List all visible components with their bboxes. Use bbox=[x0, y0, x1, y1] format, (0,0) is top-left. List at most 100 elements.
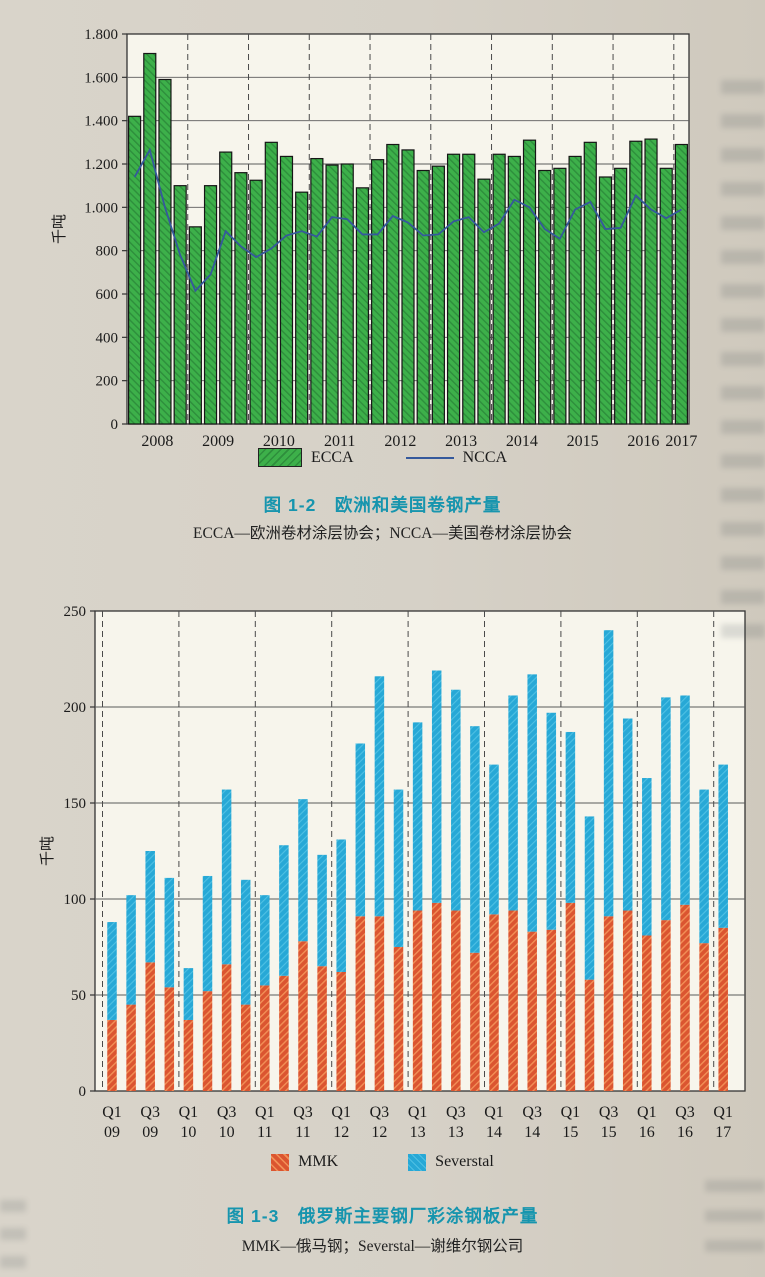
severstal-bar-segment bbox=[298, 799, 308, 942]
severstal-bar-segment bbox=[126, 895, 136, 1005]
ecca-bar bbox=[249, 179, 263, 425]
severstal-bar-segment bbox=[279, 845, 289, 976]
severstal-bar-segment bbox=[221, 789, 232, 965]
figure-1-3-caption: 图 1-3 俄罗斯主要钢厂彩涂钢板产量 bbox=[226, 1206, 539, 1226]
mmk-bar-segment bbox=[489, 914, 499, 1091]
ecca-bar bbox=[477, 178, 491, 425]
ecca-bar bbox=[127, 115, 142, 425]
x-tick-label: 2008 bbox=[141, 433, 173, 450]
y-tick-label: 1.400 bbox=[84, 114, 118, 130]
figure-1-3-chart: 0 50 100 150 200 250 千吨 Q1 09 Q3 09 Q1 10 Q3 10 Q1 11 Q3 1… bbox=[30, 596, 765, 1148]
ecca-bar bbox=[446, 153, 461, 425]
y-axis-title: 千吨 bbox=[39, 836, 56, 866]
mmk-bar-swatch bbox=[271, 1153, 290, 1171]
x-tick-label-quarter: Q3 bbox=[599, 1104, 619, 1121]
y-tick-label: 150 bbox=[64, 796, 87, 812]
ecca-bar bbox=[203, 185, 218, 425]
ecca-bar bbox=[234, 172, 248, 425]
ecca-bar bbox=[173, 185, 187, 425]
ncca-line-swatch bbox=[405, 456, 454, 459]
severstal-bar-segment bbox=[603, 630, 614, 917]
ecca-bar bbox=[431, 165, 445, 425]
x-tick-label-year: 09 bbox=[142, 1124, 158, 1141]
ecca-bar-swatch bbox=[257, 448, 302, 467]
legend-item-mmk: MMK bbox=[271, 1153, 338, 1171]
ecca-bar bbox=[614, 167, 628, 425]
mmk-bar-segment bbox=[527, 931, 537, 1091]
ecca-bar bbox=[325, 164, 339, 425]
legend-item-ecca: ECCA bbox=[257, 448, 354, 467]
mmk-bar-segment bbox=[451, 910, 461, 1091]
mmk-bar-segment bbox=[431, 902, 442, 1091]
mmk-bar-segment bbox=[622, 910, 633, 1091]
x-tick-label-quarter: Q1 bbox=[255, 1104, 275, 1121]
ecca-bar bbox=[568, 155, 582, 425]
severstal-bar-segment bbox=[393, 789, 404, 947]
severstal-bar-segment bbox=[699, 789, 709, 944]
ecca-bar bbox=[386, 143, 400, 425]
ecca-bar bbox=[371, 159, 385, 425]
mmk-bar-segment bbox=[183, 1019, 194, 1091]
ecca-bar bbox=[674, 143, 689, 425]
mmk-bar-segment bbox=[374, 916, 385, 1091]
x-tick-label-year: 13 bbox=[410, 1124, 426, 1141]
ecca-bar bbox=[553, 167, 567, 425]
severstal-bar-segment bbox=[260, 895, 270, 986]
mmk-severstal-chart-svg: 0 50 100 150 200 250 千吨 Q1 09 Q3 09 Q1 10 Q3 10 Q1 11 Q3 1… bbox=[39, 604, 746, 1141]
figure-1-3-subcaption: MMK—俄马钢；Severstal—谢维尔钢公司 bbox=[241, 1238, 524, 1255]
y-tick-label: 0 bbox=[79, 1084, 87, 1100]
ecca-bar bbox=[583, 141, 597, 425]
mmk-bar-segment bbox=[508, 910, 518, 1091]
severstal-bar-segment bbox=[107, 922, 117, 1020]
mmk-bar-segment bbox=[298, 941, 308, 1091]
severstal-bar-segment bbox=[489, 764, 499, 915]
y-tick-label: 250 bbox=[64, 604, 87, 620]
x-tick-label-quarter: Q3 bbox=[293, 1104, 313, 1121]
x-tick-label-quarter: Q1 bbox=[179, 1104, 199, 1121]
y-tick-label: 1.800 bbox=[84, 27, 118, 43]
x-tick-label: 2009 bbox=[202, 433, 234, 450]
ecca-bar bbox=[416, 169, 430, 425]
ecca-bar bbox=[340, 163, 354, 425]
ecca-bar bbox=[462, 153, 476, 425]
ecca-bar bbox=[264, 141, 278, 425]
y-tick-label: 1.200 bbox=[84, 157, 118, 173]
ecca-bar bbox=[219, 151, 233, 425]
figure-1-2-chart: 0 200 400 600 800 1.000 1.200 1.400 1.600 1.800 千吨… bbox=[42, 14, 742, 454]
ecca-bar bbox=[355, 187, 370, 425]
mmk-bar-segment bbox=[718, 927, 728, 1091]
x-tick-label-year: 11 bbox=[257, 1124, 272, 1141]
x-tick-label: 2016 bbox=[627, 433, 659, 450]
x-tick-label-year: 14 bbox=[524, 1124, 540, 1141]
severstal-bar-segment bbox=[642, 778, 652, 936]
x-tick-label-year: 13 bbox=[448, 1124, 464, 1141]
figure-1-2-subcaption: ECCA—欧洲卷材涂层协会；NCCA—美国卷材涂层协会 bbox=[193, 525, 572, 542]
x-tick-label-year: 14 bbox=[486, 1124, 502, 1141]
mmk-bar-segment bbox=[221, 964, 232, 1091]
x-tick-label: 2015 bbox=[567, 433, 599, 450]
x-tick-label-year: 15 bbox=[562, 1124, 578, 1141]
severstal-bar-segment bbox=[317, 854, 327, 967]
x-tick-label: 2010 bbox=[263, 433, 295, 450]
y-tick-label: 50 bbox=[71, 988, 86, 1004]
x-tick-label-quarter: Q1 bbox=[102, 1104, 122, 1121]
ecca-bar bbox=[598, 176, 613, 425]
ecca-legend-label: ECCA bbox=[310, 448, 354, 466]
mmk-bar-segment bbox=[642, 935, 652, 1091]
x-tick-label-quarter: Q3 bbox=[522, 1104, 542, 1121]
y-tick-label: 200 bbox=[64, 700, 87, 716]
y-tick-label: 800 bbox=[96, 244, 119, 260]
figure-1-3-legend: MMK Severstal bbox=[0, 1153, 765, 1171]
ecca-bar bbox=[538, 169, 552, 425]
ecca-ncca-chart-svg: 0 200 400 600 800 1.000 1.200 1.400 1.600 1.800 千吨… bbox=[51, 27, 697, 450]
mmk-bar-segment bbox=[661, 920, 671, 1091]
ecca-bar bbox=[188, 226, 202, 425]
ecca-bar bbox=[158, 78, 172, 425]
mmk-bar-segment bbox=[126, 1004, 136, 1091]
severstal-bar-segment bbox=[183, 968, 194, 1020]
mmk-bar-segment bbox=[336, 971, 346, 1091]
x-tick-label-year: 15 bbox=[601, 1124, 617, 1141]
severstal-bar-swatch bbox=[408, 1153, 427, 1171]
mmk-bar-segment bbox=[470, 952, 480, 1091]
